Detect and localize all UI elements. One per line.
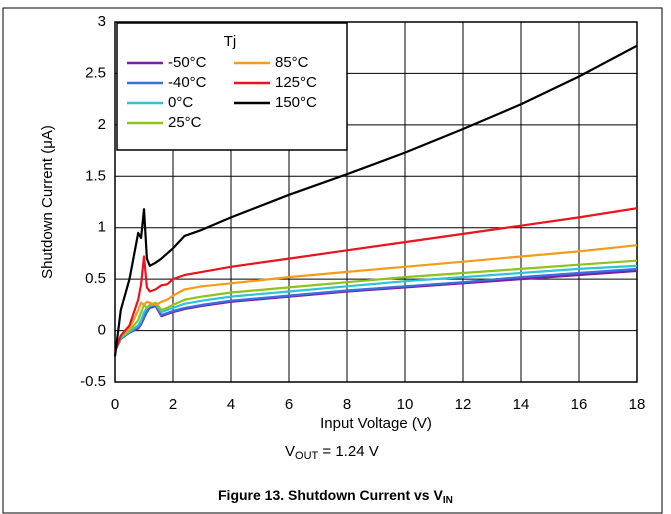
legend-label: 150°C — [275, 94, 317, 111]
y-tick-label: 0.5 — [85, 270, 106, 287]
legend: Tj -50°C -40°C 0°C 25°C 85°C 125°C 150°C — [116, 22, 348, 151]
series-line — [114, 267, 638, 352]
legend-label: 0°C — [168, 94, 193, 111]
series-line — [113, 264, 638, 352]
y-tick-label: 1.5 — [85, 167, 106, 184]
figure-caption: Figure 13. Shutdown Current vs VIN — [218, 487, 453, 506]
x-tick-label: 8 — [343, 396, 351, 413]
note-main: V — [285, 443, 295, 460]
x-axis-label: Input Voltage (V) — [320, 415, 432, 432]
legend-title: Tj — [224, 33, 237, 50]
note-sub: OUT — [295, 450, 319, 462]
x-tick-label: 12 — [455, 396, 472, 413]
legend-label: 25°C — [168, 114, 202, 131]
y-tick-label: 2 — [98, 116, 106, 133]
series-line — [113, 44, 638, 357]
x-tick-label: 14 — [513, 396, 530, 413]
caption-sub: IN — [443, 495, 453, 506]
x-tick-label: 4 — [227, 396, 235, 413]
caption-main: Figure 13. Shutdown Current vs V — [218, 487, 443, 503]
x-tick-label: 6 — [285, 396, 293, 413]
y-tick-label: -0.5 — [80, 373, 106, 390]
x-tick-label: 0 — [111, 396, 119, 413]
x-tick-label: 2 — [169, 396, 177, 413]
legend-box — [116, 22, 348, 151]
x-tick-label: 10 — [397, 396, 414, 413]
series-line — [113, 244, 638, 352]
plot-lines — [113, 44, 638, 357]
x-tick-label: 16 — [571, 396, 588, 413]
y-tick-label: 3 — [98, 13, 106, 30]
series-line — [113, 207, 638, 352]
figure-frame — [2, 7, 663, 514]
legend-label: -40°C — [168, 74, 207, 91]
plot-frame — [114, 21, 638, 383]
legend-label: 125°C — [275, 74, 317, 91]
y-tick-label: 0 — [98, 322, 106, 339]
legend-label: 85°C — [275, 54, 309, 71]
y-tick-label: 1 — [98, 219, 106, 236]
note-rest: = 1.24 V — [318, 443, 378, 460]
legend-label: -50°C — [168, 54, 207, 71]
y-axis-label: Shutdown Current (μA) — [39, 125, 56, 279]
x-tick-label: 18 — [629, 396, 646, 413]
series-line — [113, 259, 638, 352]
y-tick-label: 2.5 — [85, 64, 106, 81]
note: VOUT = 1.24 V — [285, 443, 379, 462]
